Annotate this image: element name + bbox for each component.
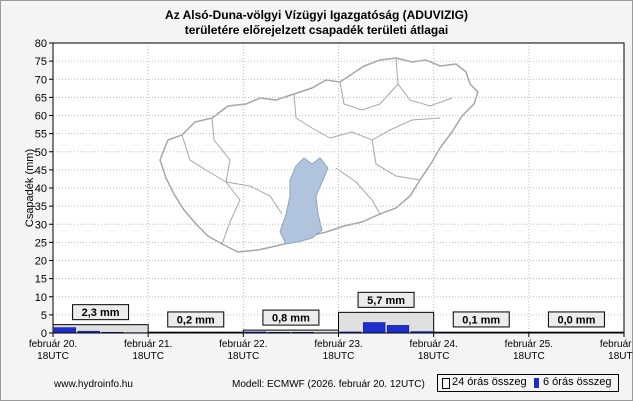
y-tick-label: 30: [35, 219, 47, 231]
chart-subtitle: területére előrejelzett csapadék terület…: [184, 23, 449, 37]
daily-value-box: [547, 311, 605, 328]
x-tick-label: február 21.: [124, 339, 172, 350]
county-border: [221, 199, 241, 245]
county-border: [395, 57, 453, 107]
y-tick-label: 60: [35, 111, 47, 123]
legend: 24 órás összeg 6 órás összeg: [437, 374, 619, 392]
x-tick-label: 18UTC: [227, 351, 259, 362]
daily-value-label: 0,8 mm: [272, 313, 310, 325]
x-tick-label: 18UTC: [418, 351, 450, 362]
y-tick-label: 5: [41, 310, 47, 322]
county-border: [293, 93, 331, 139]
y-tick-label: 50: [35, 147, 47, 159]
y-tick-label: 45: [35, 165, 47, 177]
aduvizig-region: [279, 157, 329, 245]
daily-value-box: [72, 304, 130, 321]
six-hour-bar: [53, 327, 77, 334]
y-tick-label: 35: [35, 201, 47, 213]
model-info: Modell: ECMWF (2026. február 20. 12UTC): [232, 379, 425, 390]
daily-value-label: 5,7 mm: [367, 295, 405, 307]
y-tick-label: 55: [35, 129, 47, 141]
legend-six-hour-swatch: [534, 378, 539, 388]
y-tick-label: 15: [35, 274, 47, 286]
county-border: [225, 181, 283, 215]
legend-daily-label: 24 órás összeg: [452, 376, 527, 388]
x-tick-label: 18UTC: [132, 351, 164, 362]
y-tick-label: 40: [35, 183, 47, 195]
y-tick-label: 10: [35, 292, 47, 304]
daily-value-label: 2,3 mm: [82, 307, 120, 319]
x-tick-label: február 23.: [314, 339, 362, 350]
x-tick-label: 18UTC: [608, 351, 633, 362]
daily-value-label: 0,0 mm: [557, 314, 595, 326]
y-tick-label: 75: [35, 56, 47, 68]
daily-value-box: [262, 309, 320, 326]
daily-value-label: 0,1 mm: [462, 314, 500, 326]
chart-title: Az Alsó-Duna-völgyi Vízügyi Igazgatóság …: [165, 8, 468, 22]
x-tick-label: február 22.: [219, 339, 267, 350]
x-tick-label: február 24.: [409, 339, 457, 350]
country-outline: [159, 57, 479, 253]
daily-value-box: [452, 311, 510, 328]
legend-six-hour-label: 6 órás összeg: [543, 376, 612, 388]
y-tick-label: 0: [41, 328, 47, 340]
y-tick-label: 65: [35, 92, 47, 104]
y-tick-label: 70: [35, 74, 47, 86]
y-tick-label: 20: [35, 256, 47, 268]
x-tick-label: 18UTC: [37, 351, 69, 362]
daily-value-label: 0,2 mm: [177, 314, 215, 326]
daily-value-box: [167, 311, 225, 328]
site-credit: www.hydroinfo.hu: [54, 379, 133, 390]
daily-total-bar: [338, 311, 435, 334]
x-tick-label: február 25.: [505, 339, 553, 350]
x-tick-label: február 20.: [29, 339, 77, 350]
six-hour-bar: [363, 322, 386, 334]
x-tick-label: 18UTC: [323, 351, 355, 362]
county-border: [335, 167, 381, 215]
county-border: [329, 117, 441, 141]
county-border: [181, 134, 227, 183]
x-tick-label: február 26.: [600, 339, 633, 350]
y-axis-title: Csapadék (mm): [24, 149, 36, 227]
legend-daily-swatch: [442, 378, 450, 389]
y-tick-label: 25: [35, 237, 47, 249]
six-hour-bar: [386, 325, 410, 334]
daily-value-box: [357, 291, 415, 308]
y-tick-label: 80: [35, 38, 47, 50]
x-tick-label: 18UTC: [513, 351, 545, 362]
